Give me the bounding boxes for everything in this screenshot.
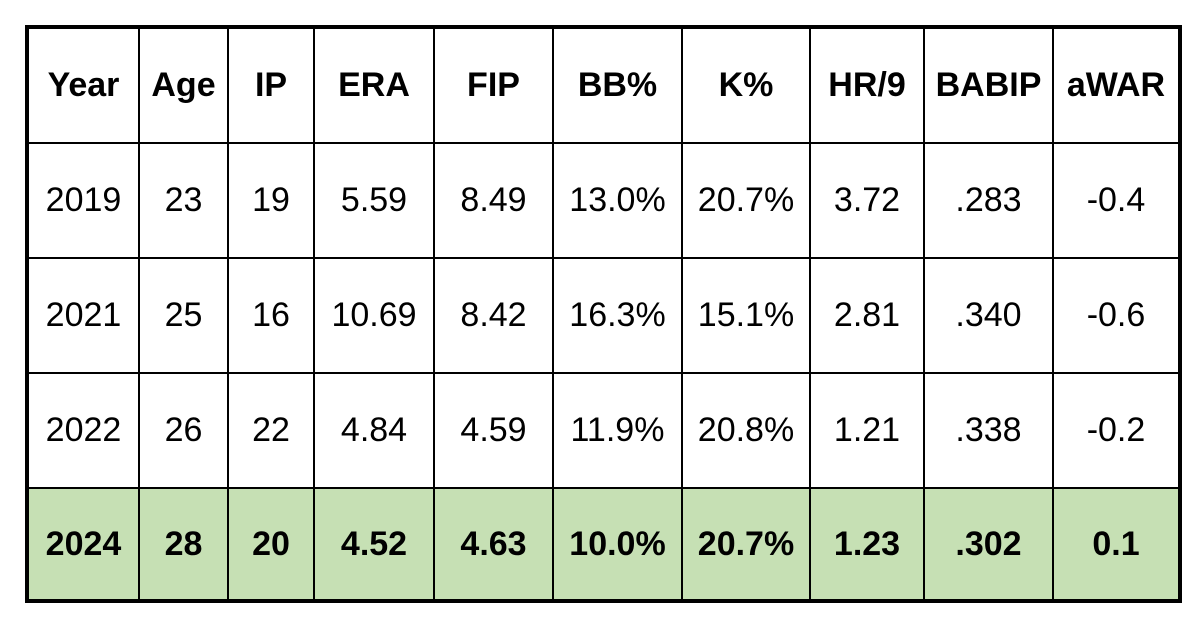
table-body: 2019 23 19 5.59 8.49 13.0% 20.7% 3.72.283 -0.4 20…: [26, 142, 1181, 602]
header-cell: Age: [138, 26, 229, 144]
table-cell: 2022: [26, 372, 140, 489]
table-cell: 2.81: [809, 257, 925, 374]
table-cell: 2021: [26, 257, 140, 374]
table-cell: 22: [227, 372, 315, 489]
table-cell: 25: [138, 257, 229, 374]
table-row: 2024 28 20 4.52 4.63 10.0% 20.7% 1.23.302 0.1: [26, 487, 1181, 602]
table-cell: 28: [138, 487, 229, 602]
table-cell: .283: [923, 142, 1054, 259]
table-cell: 20.7%: [681, 142, 811, 259]
table-cell: -0.2: [1052, 372, 1181, 489]
table-cell: 19: [227, 142, 315, 259]
header-cell: ERA: [313, 26, 435, 144]
table-cell: 4.63: [433, 487, 554, 602]
table-cell: 2024: [26, 487, 140, 602]
table-cell: -0.4: [1052, 142, 1181, 259]
table-cell: 10.0%: [552, 487, 683, 602]
table-cell: 20.8%: [681, 372, 811, 489]
table-cell: 4.59: [433, 372, 554, 489]
table-cell: 4.84: [313, 372, 435, 489]
table-cell: 10.69: [313, 257, 435, 374]
header-cell: Year: [26, 26, 140, 144]
table-cell: 23: [138, 142, 229, 259]
header-cell: BB%: [552, 26, 683, 144]
header-cell: HR/9: [809, 26, 925, 144]
table-cell: 16: [227, 257, 315, 374]
table-row: 2019 23 19 5.59 8.49 13.0% 20.7% 3.72.283 -0.4: [26, 142, 1181, 259]
header-cell: IP: [227, 26, 315, 144]
table-cell: 8.49: [433, 142, 554, 259]
table-cell: 20.7%: [681, 487, 811, 602]
table-cell: 26: [138, 372, 229, 489]
header-cell: aWAR: [1052, 26, 1181, 144]
table-cell: 5.59: [313, 142, 435, 259]
table-cell: 2019: [26, 142, 140, 259]
table-cell: 1.23: [809, 487, 925, 602]
table-row: 2021 25 16 10.69 8.42 16.3% 15.1% 2.81.340 -0.6: [26, 257, 1181, 374]
table-cell: 20: [227, 487, 315, 602]
header-cell: K%: [681, 26, 811, 144]
table-cell: 11.9%: [552, 372, 683, 489]
header-cell: FIP: [433, 26, 554, 144]
table-cell: -0.6: [1052, 257, 1181, 374]
table-cell: 4.52: [313, 487, 435, 602]
table-cell: 1.21: [809, 372, 925, 489]
table-cell: 15.1%: [681, 257, 811, 374]
header-cell: BABIP: [923, 26, 1054, 144]
table-cell: .340: [923, 257, 1054, 374]
table-cell: 3.72: [809, 142, 925, 259]
table-cell: .302: [923, 487, 1054, 602]
stats-table: Year Age IP ERA FIP BB% K% HR/9 BABIP aWAR 2019 23…: [25, 25, 1182, 603]
table-cell: .338: [923, 372, 1054, 489]
table-cell: 0.1: [1052, 487, 1181, 602]
table-row: 2022 26 22 4.84 4.59 11.9% 20.8% 1.21.338 -0.2: [26, 372, 1181, 489]
table-cell: 8.42: [433, 257, 554, 374]
table-cell: 16.3%: [552, 257, 683, 374]
table-cell: 13.0%: [552, 142, 683, 259]
header-row: Year Age IP ERA FIP BB% K% HR/9 BABIP aWAR: [26, 26, 1181, 144]
